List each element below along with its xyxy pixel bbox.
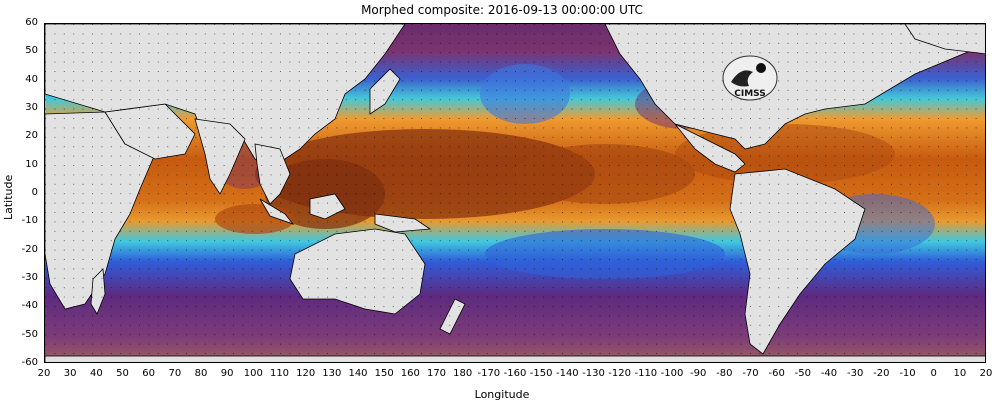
lon-tick-label: 170 <box>426 368 447 379</box>
lat-tick-label: -40 <box>21 300 38 312</box>
lon-tick-label: -10 <box>899 368 916 379</box>
lon-tick-label: -20 <box>873 368 890 379</box>
lon-tick-label: -110 <box>634 368 658 379</box>
lon-tick-label: 90 <box>220 368 234 379</box>
lat-tick-label: -60 <box>21 357 38 368</box>
lat-tick-label: -20 <box>21 243 38 255</box>
lon-tick-label: 130 <box>322 368 342 379</box>
lat-tick-label: 30 <box>25 102 38 113</box>
lat-tick-label: 40 <box>25 73 38 85</box>
lon-tick-label: -60 <box>768 368 785 379</box>
lon-tick-label: 100 <box>243 368 263 379</box>
lon-tick-label: -170 <box>477 368 501 379</box>
lon-tick-label: 20 <box>37 368 51 379</box>
lon-tick-label: -150 <box>529 368 553 379</box>
graticule-dots <box>45 24 985 362</box>
lon-tick-label: 80 <box>194 368 208 379</box>
lon-tick-label: 20 <box>979 368 993 379</box>
lon-tick-label: 110 <box>269 368 290 379</box>
x-axis-label: Longitude <box>474 388 530 401</box>
precipitable-water-map: CIMSS <box>44 23 986 363</box>
lat-tick-label: 0 <box>31 187 38 198</box>
lon-tick-label: 10 <box>953 368 967 379</box>
lon-tick-label: -70 <box>742 368 759 379</box>
cimss-logo: CIMSS <box>722 55 778 101</box>
lon-tick-label: -100 <box>660 368 684 379</box>
lon-tick-label: 60 <box>142 368 156 379</box>
lon-tick-label: 140 <box>348 368 368 379</box>
lat-tick-label: -50 <box>21 328 38 340</box>
lon-tick-label: -130 <box>582 368 605 379</box>
lon-tick-label: 50 <box>116 368 129 379</box>
lat-tick-label: 20 <box>25 130 38 142</box>
lat-tick-label: -30 <box>21 272 38 283</box>
lon-tick-label: -40 <box>820 368 838 379</box>
map-canvas <box>45 24 985 362</box>
lon-tick-label: 40 <box>89 368 103 379</box>
lon-tick-label: -160 <box>503 368 527 379</box>
lon-tick-label: 120 <box>296 368 316 379</box>
lat-tick-label: -10 <box>21 215 38 227</box>
lon-tick-label: -90 <box>689 368 707 379</box>
lon-tick-label: 70 <box>168 368 182 379</box>
lon-tick-label: 0 <box>930 368 937 379</box>
lon-tick-label: 150 <box>374 368 394 379</box>
lon-tick-label: -30 <box>846 368 864 379</box>
lon-tick-label: 160 <box>400 368 420 379</box>
lon-tick-label: 180 <box>453 368 473 379</box>
lat-tick-label: 50 <box>25 45 38 57</box>
map-title: Morphed composite: 2016-09-13 00:00:00 U… <box>361 3 643 17</box>
lon-tick-label: -80 <box>716 368 733 379</box>
lon-tick-label: -50 <box>794 368 811 379</box>
lon-tick-label: -120 <box>608 368 632 379</box>
lon-tick-label: 30 <box>63 368 77 379</box>
lat-tick-label: 10 <box>25 158 38 170</box>
svg-text:CIMSS: CIMSS <box>734 89 765 99</box>
lat-tick-label: 60 <box>25 17 38 28</box>
lon-tick-label: -140 <box>555 368 579 379</box>
